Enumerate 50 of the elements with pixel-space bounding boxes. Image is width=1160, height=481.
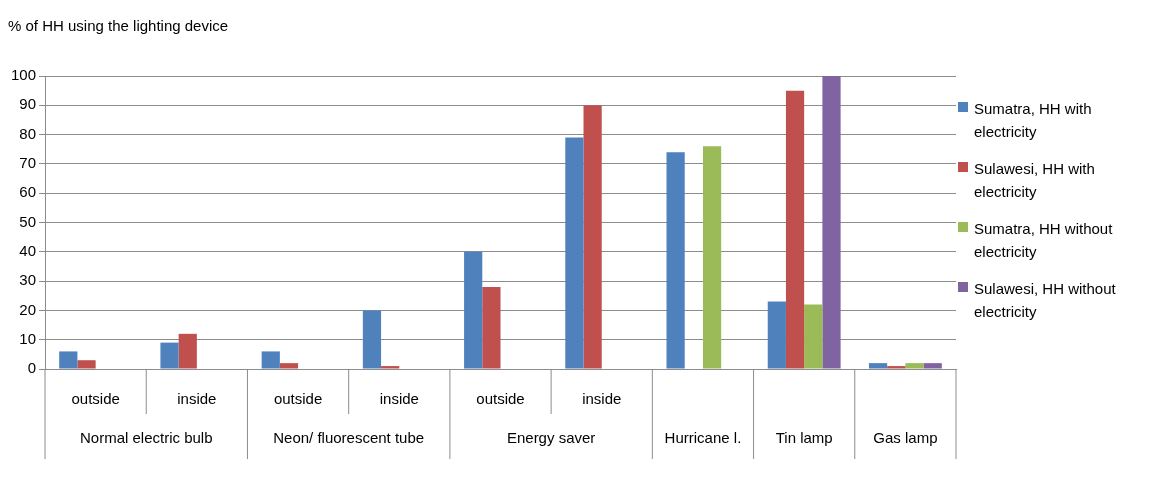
bar [583, 105, 602, 369]
bar [482, 286, 501, 369]
text: Gas lamp [873, 429, 938, 447]
text: Energy saver [506, 429, 596, 447]
text: Hurricane l. [664, 429, 742, 447]
x-tick-label: inside [582, 390, 622, 408]
bar [362, 310, 382, 369]
y-tick-label: 90 [19, 95, 37, 113]
legend-label: Sumatra, HH with electricity [974, 98, 1093, 142]
legend-label: Sulawesi, HH with electricity [974, 158, 1096, 202]
y-tick-label: 70 [19, 154, 37, 172]
bar [767, 301, 786, 369]
y-tick-label: 0 [27, 359, 37, 377]
bar [261, 351, 280, 369]
bar [666, 152, 685, 369]
bar [279, 363, 299, 369]
text: Normal electric bulb [79, 429, 213, 447]
bar [868, 363, 888, 369]
x-tick-label: inside [379, 390, 419, 408]
y-tick-label: 50 [19, 212, 37, 230]
bar [804, 304, 823, 369]
bar [59, 351, 78, 369]
text: Tin lamp [775, 429, 833, 447]
y-tick-label: 30 [19, 271, 37, 289]
y-tick-label: 80 [19, 124, 37, 142]
bar [565, 137, 584, 369]
x-tick-label: outside [476, 390, 525, 408]
bar [77, 360, 96, 369]
y-tick-label: 60 [19, 183, 37, 201]
legend-label: Sumatra, HH without electricity [974, 218, 1114, 262]
bar [178, 333, 197, 369]
x-tick-label: outside [71, 390, 120, 408]
bar [381, 366, 400, 369]
chart-title: % of HH using the lighting device [8, 17, 229, 35]
legend-label: Sulawesi, HH without electricity [974, 278, 1117, 322]
bar [702, 146, 722, 369]
y-tick-label: 20 [19, 300, 37, 318]
bar [785, 90, 805, 369]
bar [464, 251, 483, 369]
text: Neon/ fluorescent tube [273, 429, 425, 447]
y-tick-label: 100 [11, 66, 37, 84]
bar [905, 363, 924, 369]
bar [822, 76, 841, 369]
x-tick-label: inside [177, 390, 217, 408]
y-tick-label: 10 [19, 329, 37, 347]
y-tick-label: 40 [19, 241, 37, 259]
bar [160, 342, 179, 369]
x-tick-label: outside [273, 390, 323, 408]
bar [887, 366, 906, 369]
bar [923, 363, 942, 369]
